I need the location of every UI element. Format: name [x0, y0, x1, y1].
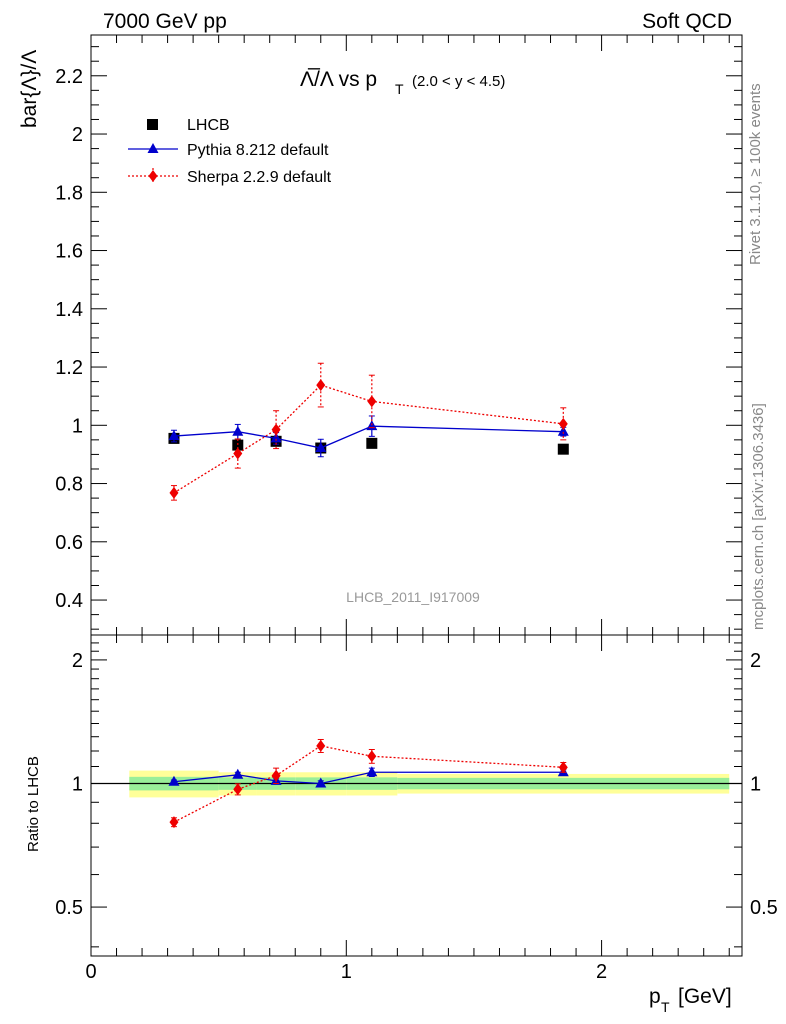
sherpa-point-ratio — [233, 783, 243, 796]
sherpa-point — [271, 423, 281, 436]
ratio-tick-label-right: 0.5 — [750, 897, 778, 919]
lhcb-point — [366, 437, 378, 449]
ratio-series — [168, 738, 569, 829]
pythia-point — [232, 425, 244, 436]
rivet-label: Rivet 3.1.10, ≥ 100k events — [747, 83, 764, 265]
y-tick-label: 2.2 — [55, 66, 83, 88]
x-label-unit: [GeV] — [678, 985, 732, 1008]
y-tick-label: 1.6 — [55, 241, 83, 263]
pythia-point-ratio — [168, 775, 180, 786]
main-series — [168, 362, 569, 501]
sherpa-point-ratio — [558, 761, 568, 774]
x-label-sub: T — [661, 999, 670, 1015]
ratio-tick-label: 0.5 — [55, 897, 83, 919]
x-label-main: p — [649, 985, 661, 1008]
plot-title: Λ̅/Λ vs p T (2.0 < y < 4.5) — [300, 68, 505, 97]
pythia-point-ratio — [232, 768, 244, 779]
ratio-tick-label-right: 1 — [750, 773, 761, 795]
pythia-point — [557, 425, 569, 436]
title-sub: T — [395, 81, 404, 97]
sherpa-point — [367, 395, 377, 408]
ratio-bands — [91, 770, 742, 798]
pythia-point-ratio — [315, 777, 327, 788]
ratio-panel: 0.5 0.5 1 1 2 2 0 1 2 Ratio to LHCB — [25, 634, 778, 983]
lhcb-point — [232, 439, 244, 451]
pythia-point-ratio — [366, 766, 378, 777]
y-tick-label: 1.4 — [55, 299, 83, 321]
lhcb-point — [557, 443, 569, 455]
ratio-y-axis-label: Ratio to LHCB — [25, 756, 42, 852]
x-axis-label: p T [GeV] — [649, 985, 732, 1015]
ratio-tick-label-right: 2 — [750, 650, 761, 672]
y-tick-label: 0.6 — [55, 532, 83, 554]
ratio-ticks: 0.5 0.5 1 1 2 2 0 1 2 — [55, 635, 778, 983]
sherpa-point-ratio — [367, 750, 377, 763]
y-tick-label: 1.2 — [55, 357, 83, 379]
header-left: 7000 GeV pp — [103, 10, 227, 33]
legend-label-sherpa: Sherpa 2.2.9 default — [187, 169, 332, 186]
y-tick-label: 0.8 — [55, 474, 83, 496]
legend-label-pythia: Pythia 8.212 default — [187, 142, 329, 159]
sherpa-point-ratio — [316, 739, 326, 752]
main-panel: LHCB_2011_I917009 0.4 0.6 0.8 1 1.2 1.4 1.6 1.8… — [18, 34, 743, 636]
sherpa-point-ratio — [169, 816, 179, 829]
legend-marker-sherpa — [148, 170, 158, 182]
sherpa-point — [316, 379, 326, 392]
ratio-tick-label: 2 — [72, 650, 83, 672]
sherpa-point — [233, 447, 243, 460]
sherpa-point — [558, 417, 568, 430]
y-axis-label: bar{Λ}/Λ — [18, 50, 41, 128]
pythia-point — [270, 432, 282, 443]
legend-label-lhcb: LHCB — [187, 117, 230, 134]
title-range: (2.0 < y < 4.5) — [412, 73, 505, 90]
sherpa-point-ratio — [271, 769, 281, 782]
sherpa-line — [173, 384, 564, 494]
x-tick-label: 0 — [85, 961, 96, 983]
ratio-tick-label: 1 — [72, 773, 83, 795]
pythia-point — [168, 430, 180, 441]
watermark: LHCB_2011_I917009 — [346, 589, 480, 605]
pythia-line — [173, 425, 564, 449]
y-tick-label: 1.8 — [55, 182, 83, 204]
header-right: Soft QCD — [642, 10, 732, 33]
main-ticks: 0.4 0.6 0.8 1 1.2 1.4 1.6 1.8 2 2.2 — [55, 35, 742, 635]
legend: LHCB Pythia 8.212 default Sherpa 2.2.9 d… — [128, 117, 332, 186]
title-main: Λ̅/Λ vs p — [300, 68, 377, 91]
legend-marker-lhcb — [147, 119, 158, 130]
x-tick-label: 2 — [596, 961, 607, 983]
x-tick-label: 1 — [341, 961, 352, 983]
y-tick-label: 1 — [72, 415, 83, 437]
sherpa-point — [169, 486, 179, 499]
ratio-frame — [90, 634, 743, 957]
pythia-line-ratio — [173, 771, 564, 785]
mcplots-label: mcplots.cern.ch [arXiv:1306.3436] — [750, 403, 767, 630]
legend-marker-pythia — [147, 143, 159, 153]
y-tick-label: 0.4 — [55, 590, 83, 612]
pythia-point — [315, 442, 327, 453]
y-tick-label: 2 — [72, 124, 83, 146]
